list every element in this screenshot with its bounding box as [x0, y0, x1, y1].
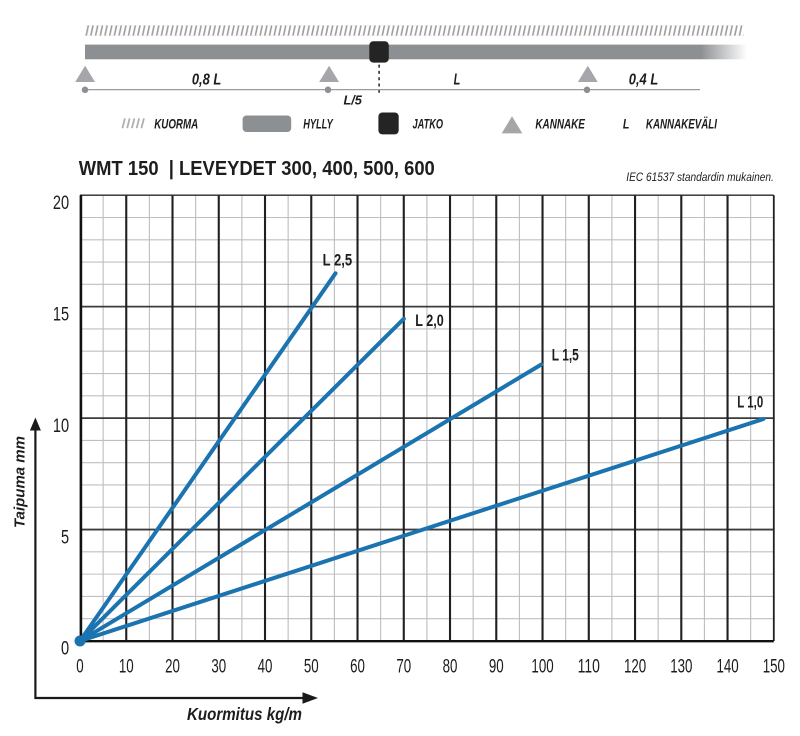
svg-text:KANNAKEVÄLI: KANNAKEVÄLI — [646, 116, 718, 132]
svg-text:110: 110 — [578, 656, 600, 678]
svg-text:70: 70 — [396, 656, 411, 678]
svg-text:15: 15 — [53, 303, 69, 325]
svg-text:KANNAKE: KANNAKE — [535, 116, 585, 132]
svg-text:Taipuma mm: Taipuma mm — [11, 436, 28, 528]
svg-text:HYLLY: HYLLY — [303, 116, 334, 132]
svg-text:L: L — [623, 116, 630, 132]
svg-text:L 1,0: L 1,0 — [737, 393, 763, 411]
svg-text:10: 10 — [119, 656, 134, 678]
svg-text:L 1,5: L 1,5 — [552, 346, 579, 364]
svg-text:0,8 L: 0,8 L — [192, 72, 222, 89]
svg-text:20: 20 — [53, 192, 69, 214]
svg-text:30: 30 — [211, 656, 226, 678]
svg-text:60: 60 — [350, 656, 365, 678]
svg-text:L/5: L/5 — [343, 92, 362, 107]
svg-text:0: 0 — [76, 656, 83, 678]
svg-text:L 2,0: L 2,0 — [415, 312, 443, 330]
svg-text:80: 80 — [443, 656, 458, 678]
svg-text:130: 130 — [670, 656, 692, 678]
svg-text:KUORMA: KUORMA — [154, 116, 198, 132]
svg-text:0: 0 — [61, 638, 69, 660]
svg-text:10: 10 — [53, 415, 69, 437]
svg-text:0,4 L: 0,4 L — [629, 72, 659, 89]
svg-text:WMT 150 | LEVEYDET 300, 400,: WMT 150 | LEVEYDET 300, 400, 500, 600 — [79, 158, 435, 180]
svg-text:5: 5 — [61, 526, 69, 548]
svg-text:IEC 61537 standardin mukainen.: IEC 61537 standardin mukainen. — [626, 172, 774, 184]
svg-text:Kuormitus kg/m: Kuormitus kg/m — [187, 704, 302, 724]
svg-text:L: L — [454, 72, 461, 89]
svg-text:20: 20 — [165, 656, 180, 678]
svg-text:140: 140 — [716, 656, 738, 678]
svg-text:90: 90 — [489, 656, 504, 678]
svg-text:JATKO: JATKO — [413, 116, 444, 132]
svg-text:L 2,5: L 2,5 — [323, 252, 353, 270]
svg-text:100: 100 — [531, 656, 553, 678]
svg-text:120: 120 — [624, 656, 646, 678]
svg-text:40: 40 — [258, 656, 273, 678]
svg-text:50: 50 — [304, 656, 319, 678]
svg-text:150: 150 — [763, 656, 785, 678]
